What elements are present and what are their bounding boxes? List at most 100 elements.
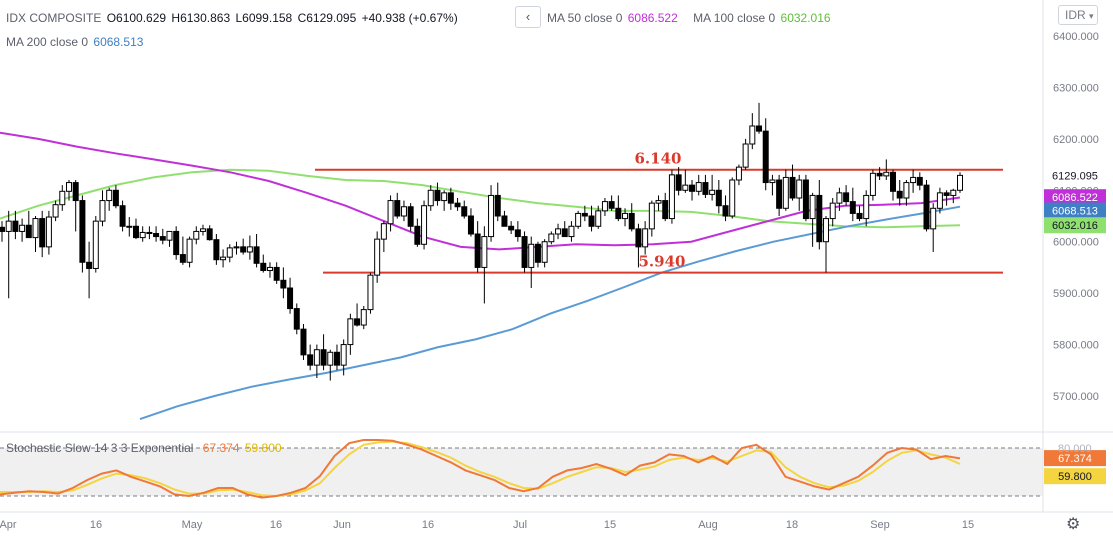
candle[interactable] bbox=[802, 174, 809, 222]
candle[interactable] bbox=[374, 231, 381, 283]
collapse-legend-button[interactable]: ‹ bbox=[515, 6, 541, 28]
candle[interactable] bbox=[896, 180, 903, 206]
candle[interactable] bbox=[776, 174, 783, 216]
candle[interactable] bbox=[360, 306, 367, 330]
candle[interactable] bbox=[414, 218, 421, 247]
candle[interactable] bbox=[92, 216, 99, 273]
candle[interactable] bbox=[467, 208, 474, 237]
candle[interactable] bbox=[903, 180, 910, 206]
candle[interactable] bbox=[581, 205, 588, 222]
candle[interactable] bbox=[876, 167, 883, 180]
candle[interactable] bbox=[816, 180, 823, 250]
candle[interactable] bbox=[199, 224, 206, 236]
candle[interactable] bbox=[957, 172, 963, 193]
candle[interactable] bbox=[367, 272, 374, 314]
candle[interactable] bbox=[79, 195, 86, 273]
currency-button[interactable]: IDR ▾ bbox=[1058, 5, 1098, 25]
candle[interactable] bbox=[320, 334, 327, 371]
candle[interactable] bbox=[635, 223, 642, 268]
candle[interactable] bbox=[266, 262, 273, 278]
stoch-k-line[interactable] bbox=[0, 439, 961, 499]
candle[interactable] bbox=[762, 118, 769, 191]
candle[interactable] bbox=[52, 200, 59, 222]
candle[interactable] bbox=[561, 221, 568, 238]
candle[interactable] bbox=[153, 226, 160, 242]
candle[interactable] bbox=[769, 174, 776, 196]
candle[interactable] bbox=[849, 187, 856, 222]
candle[interactable] bbox=[253, 234, 260, 268]
candle[interactable] bbox=[689, 180, 696, 201]
candle[interactable] bbox=[32, 216, 39, 252]
candle[interactable] bbox=[856, 205, 863, 222]
candle[interactable] bbox=[541, 239, 548, 268]
candle[interactable] bbox=[387, 195, 394, 232]
candle[interactable] bbox=[575, 210, 582, 229]
candle[interactable] bbox=[186, 236, 193, 268]
candle[interactable] bbox=[347, 313, 354, 355]
candle[interactable] bbox=[246, 235, 253, 260]
candle[interactable] bbox=[193, 226, 200, 245]
candle[interactable] bbox=[756, 102, 763, 134]
stochastic-label[interactable]: Stochastic Slow 14 3 3 Exponential bbox=[6, 441, 194, 455]
candle[interactable] bbox=[796, 174, 803, 211]
candle[interactable] bbox=[132, 218, 139, 240]
candle[interactable] bbox=[12, 210, 19, 240]
candle[interactable] bbox=[126, 217, 133, 237]
candle[interactable] bbox=[313, 344, 320, 378]
candle[interactable] bbox=[950, 188, 957, 204]
candle[interactable] bbox=[668, 169, 675, 224]
candle[interactable] bbox=[233, 241, 240, 255]
candle[interactable] bbox=[943, 190, 950, 206]
candle[interactable] bbox=[742, 138, 749, 170]
candle[interactable] bbox=[843, 185, 850, 206]
candle[interactable] bbox=[735, 164, 742, 186]
candle[interactable] bbox=[628, 203, 635, 232]
candle[interactable] bbox=[749, 113, 756, 150]
candle[interactable] bbox=[863, 190, 870, 227]
candle[interactable] bbox=[521, 231, 528, 273]
symbol-name[interactable]: IDX COMPOSITE bbox=[6, 11, 102, 25]
candle[interactable] bbox=[555, 223, 562, 240]
candle[interactable] bbox=[25, 210, 32, 239]
candle[interactable] bbox=[434, 182, 441, 206]
candle[interactable] bbox=[648, 200, 655, 237]
candle[interactable] bbox=[206, 225, 213, 241]
candle[interactable] bbox=[300, 324, 307, 360]
candle[interactable] bbox=[729, 177, 736, 219]
candle[interactable] bbox=[173, 226, 180, 260]
candle[interactable] bbox=[488, 185, 495, 242]
candle[interactable] bbox=[159, 228, 166, 245]
candle[interactable] bbox=[601, 198, 608, 216]
candle[interactable] bbox=[494, 182, 501, 222]
candle[interactable] bbox=[682, 169, 689, 193]
candle[interactable] bbox=[354, 303, 361, 327]
candle[interactable] bbox=[514, 221, 521, 242]
candle[interactable] bbox=[273, 262, 280, 284]
candle[interactable] bbox=[220, 249, 227, 268]
candle[interactable] bbox=[548, 231, 555, 245]
ma100-label[interactable]: MA 100 close 0 bbox=[693, 11, 776, 25]
candle[interactable] bbox=[280, 267, 287, 299]
candle[interactable] bbox=[675, 167, 682, 196]
ma200-label[interactable]: MA 200 close 0 bbox=[6, 35, 89, 49]
candle[interactable] bbox=[608, 195, 615, 211]
candle[interactable] bbox=[72, 180, 79, 232]
candle[interactable] bbox=[709, 174, 716, 201]
candle[interactable] bbox=[287, 277, 294, 314]
candle[interactable] bbox=[327, 349, 334, 381]
candle[interactable] bbox=[622, 208, 629, 227]
candle[interactable] bbox=[260, 254, 267, 273]
candle[interactable] bbox=[0, 221, 5, 242]
candle[interactable] bbox=[508, 221, 515, 234]
candle[interactable] bbox=[595, 205, 602, 229]
candle[interactable] bbox=[407, 203, 414, 232]
candle[interactable] bbox=[293, 303, 300, 335]
candle[interactable] bbox=[19, 218, 26, 242]
candle[interactable] bbox=[936, 187, 943, 214]
candle[interactable] bbox=[809, 192, 816, 247]
candle[interactable] bbox=[45, 210, 52, 255]
candle[interactable] bbox=[380, 221, 387, 252]
candle[interactable] bbox=[179, 236, 186, 265]
candle[interactable] bbox=[836, 187, 843, 211]
